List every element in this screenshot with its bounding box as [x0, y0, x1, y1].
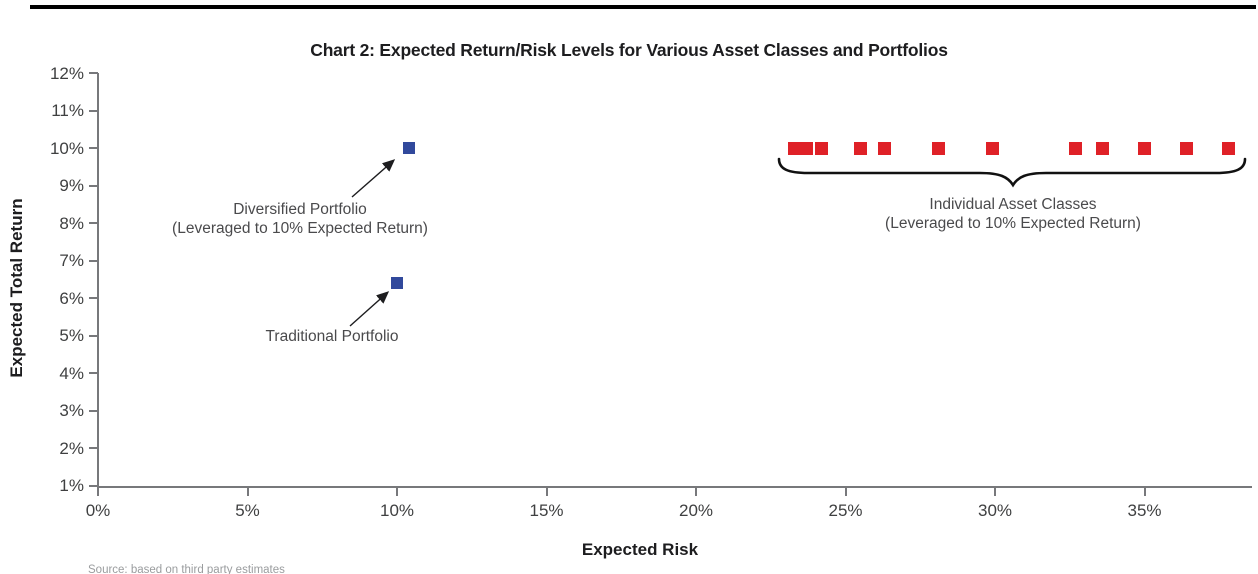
chart-title: Chart 2: Expected Return/Risk Levels for…	[310, 40, 948, 60]
y-tick-label: 9%	[59, 176, 84, 195]
y-tick-mark	[89, 184, 98, 187]
x-tick-mark	[695, 487, 697, 496]
data-point	[877, 141, 891, 155]
y-tick-mark	[89, 297, 98, 299]
y-tick-label: 4%	[59, 363, 84, 383]
y-tick-mark	[89, 447, 98, 449]
data-point	[788, 141, 802, 155]
x-axis-line	[97, 486, 1252, 488]
data-point	[1096, 141, 1110, 155]
y-tick-label: 8%	[59, 213, 84, 233]
y-tick-mark	[89, 222, 98, 224]
y-tick-label: 1%	[59, 476, 84, 495]
data-point	[391, 277, 403, 289]
data-point	[1138, 141, 1151, 155]
data-point	[1069, 141, 1083, 155]
y-tick-mark	[89, 147, 98, 149]
y-tick-label: 12%	[49, 63, 84, 83]
y-tick-label: 10%	[49, 138, 84, 158]
x-tick-label: 25%	[828, 501, 863, 520]
x-tick-mark	[246, 487, 249, 496]
traditional-arrow-icon	[349, 291, 390, 327]
x-tick-label: 20%	[678, 501, 714, 520]
x-tick-mark	[1143, 487, 1146, 496]
x-tick-mark	[97, 487, 99, 496]
data-point	[1179, 141, 1193, 155]
y-tick-label: 11%	[51, 101, 84, 120]
y-axis-title: Expected Total Return	[7, 198, 26, 378]
data-point	[402, 142, 415, 154]
data-point	[800, 141, 814, 155]
data-point	[853, 141, 867, 155]
y-tick-label: 6%	[59, 288, 84, 308]
asset-classes-annotation: Individual Asset Classes (Leveraged to 1…	[885, 196, 1141, 233]
x-tick-label: 10%	[379, 501, 415, 520]
traditional-portfolio-label: Traditional Portfolio	[265, 328, 399, 345]
x-tick-label: 30%	[977, 501, 1013, 520]
y-tick-mark	[89, 409, 98, 412]
data-point	[815, 141, 829, 155]
asset-classes-sublabel: (Leveraged to 10% Expected Return)	[885, 214, 1141, 232]
x-tick-mark	[994, 487, 996, 496]
x-tick-mark	[844, 487, 847, 496]
x-tick-mark	[545, 487, 548, 496]
y-tick-mark	[89, 259, 98, 262]
curly-brace-icon	[777, 157, 1247, 188]
y-axis-line	[97, 73, 99, 487]
y-tick-mark	[89, 372, 98, 374]
top-divider-rule	[30, 5, 1256, 9]
diversified-portfolio-annotation: Diversified Portfolio (Leveraged to 10% …	[172, 201, 428, 238]
diversified-arrow-icon	[351, 159, 396, 198]
y-tick-label: 2%	[59, 438, 84, 458]
data-point	[1221, 141, 1235, 155]
source-note: Source: based on third party estimates	[88, 564, 285, 574]
x-axis-title: Expected Risk	[581, 540, 699, 559]
asset-classes-label: Individual Asset Classes	[929, 196, 1097, 213]
diversified-portfolio-label: Diversified Portfolio	[233, 201, 367, 218]
x-tick-label: 15%	[529, 501, 564, 520]
y-tick-mark	[89, 109, 98, 112]
x-tick-label: 5%	[235, 501, 260, 520]
x-tick-mark	[396, 487, 398, 496]
x-tick-label: 0%	[85, 501, 111, 520]
traditional-portfolio-annotation: Traditional Portfolio	[266, 328, 399, 347]
y-tick-label: 7%	[59, 251, 84, 270]
y-tick-label: 5%	[59, 326, 84, 345]
data-point	[985, 141, 999, 155]
y-tick-mark	[89, 334, 98, 337]
y-tick-mark	[89, 72, 98, 74]
y-tick-label: 3%	[59, 401, 84, 420]
x-tick-label: 35%	[1127, 501, 1162, 520]
y-tick-mark	[89, 484, 98, 487]
data-point	[931, 141, 945, 155]
diversified-portfolio-sublabel: (Leveraged to 10% Expected Return)	[172, 219, 428, 237]
